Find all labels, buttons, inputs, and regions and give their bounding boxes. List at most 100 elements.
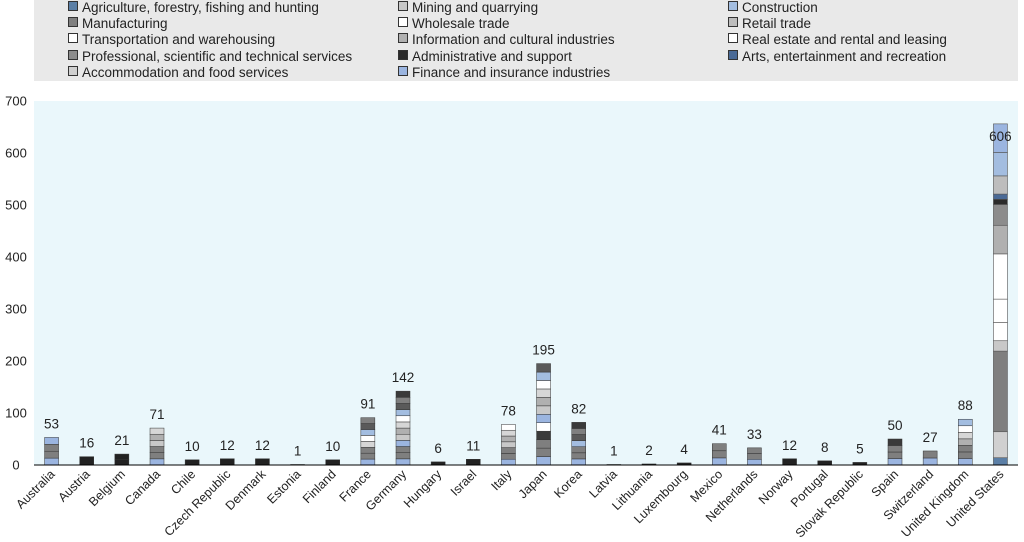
bar-segment — [958, 458, 973, 466]
bar-norway — [782, 458, 797, 466]
bar-segment — [993, 204, 1008, 226]
bar-segment — [360, 429, 376, 436]
bar-segment — [712, 443, 727, 452]
bar-segment — [571, 452, 586, 460]
bar-segment — [993, 350, 1008, 433]
x-tick-label: Chile — [168, 467, 198, 497]
y-tick-label: 500 — [5, 198, 27, 213]
bar-denmark — [255, 458, 270, 466]
legend-label: Real estate and rental and leasing — [742, 32, 947, 48]
bar-total-label: 4 — [680, 442, 688, 457]
plot-area — [34, 101, 1018, 465]
legend-swatch — [68, 17, 78, 28]
bar-segment — [747, 447, 762, 454]
bar-total-label: 21 — [114, 433, 129, 448]
legend-swatch — [398, 1, 408, 11]
bar-segment — [395, 421, 411, 429]
bar-segment — [149, 427, 165, 435]
bar-segment — [325, 459, 340, 466]
bar-total-label: 78 — [501, 403, 516, 418]
y-tick-label: 200 — [5, 354, 27, 369]
bar-segment — [536, 397, 551, 407]
bar-segment — [817, 460, 832, 466]
legend-label: Transportation and warehousing — [82, 32, 276, 48]
x-tick-label: Belgium — [86, 467, 128, 509]
bar-segment — [501, 441, 516, 448]
bar-netherlands — [747, 447, 762, 466]
bar-segment — [501, 424, 516, 431]
bar-united-kingdom — [958, 418, 973, 466]
bar-segment — [44, 457, 59, 466]
bar-segment — [571, 446, 586, 454]
bar-segment — [993, 457, 1008, 466]
y-tick-label: 400 — [5, 250, 27, 265]
bar-segment — [360, 423, 376, 430]
bar-total-label: 5 — [856, 441, 864, 456]
y-tick-label: 300 — [5, 302, 27, 317]
x-tick-label: Korea — [551, 467, 585, 501]
legend-swatch — [68, 33, 78, 44]
bar-austria — [79, 456, 94, 466]
bar-segment — [501, 447, 516, 454]
bar-segment — [993, 340, 1008, 352]
bar-canada — [149, 427, 165, 466]
bar-segment — [958, 445, 973, 453]
x-tick-label: Canada — [122, 467, 163, 508]
bar-segment — [747, 453, 762, 460]
bar-segment — [747, 459, 762, 466]
bar-segment — [501, 429, 516, 437]
bar-segment — [44, 450, 59, 459]
bar-total-label: 88 — [958, 398, 973, 413]
bar-segment — [114, 453, 130, 460]
bar-spain — [887, 438, 903, 466]
bar-segment — [571, 458, 586, 466]
legend-label: Accommodation and food services — [82, 64, 289, 80]
bar-segment — [993, 175, 1008, 195]
bar-italy — [501, 424, 516, 466]
bar-united-states — [993, 123, 1008, 466]
bar-total-label: 12 — [255, 438, 270, 453]
bar-segment — [536, 422, 551, 432]
chart-legend: Agriculture, forestry, fishing and hunti… — [34, 0, 1018, 81]
legend-entry: Manufacturing — [68, 16, 168, 32]
bar-korea — [571, 422, 586, 466]
bar-portugal — [817, 460, 832, 466]
bar-japan — [536, 363, 551, 466]
legend-swatch — [728, 49, 738, 60]
legend-entry: Retail trade — [728, 16, 811, 32]
x-tick-label: Israel — [448, 467, 480, 499]
bar-segment — [79, 456, 94, 466]
bar-total-label: 606 — [989, 129, 1012, 144]
bar-segment — [536, 405, 551, 415]
bar-segment — [149, 440, 165, 447]
bar-segment — [149, 446, 165, 453]
bar-segment — [184, 459, 200, 466]
y-tick-label: 600 — [5, 146, 27, 161]
legend-label: Finance and insurance industries — [412, 64, 611, 80]
bar-total-label: 2 — [645, 443, 653, 458]
bar-segment — [395, 427, 411, 435]
bar-segment — [993, 123, 1008, 153]
legend-label: Administrative and support — [412, 48, 572, 64]
bar-total-label: 16 — [79, 436, 94, 451]
bar-segment — [782, 458, 797, 466]
bar-segment — [712, 450, 727, 459]
x-tick-label: Australia — [13, 467, 57, 511]
bar-segment — [712, 457, 727, 466]
bar-total-label: 6 — [434, 441, 442, 456]
legend-swatch — [398, 49, 408, 60]
bar-segment — [887, 438, 903, 446]
bar-segment — [887, 451, 903, 459]
bar-segment — [501, 453, 516, 460]
bar-israel — [466, 459, 481, 466]
bar-segment — [958, 432, 973, 440]
bar-segment — [571, 440, 586, 447]
x-tick-label: Hungary — [401, 467, 445, 511]
bar-segment — [395, 397, 411, 404]
bar-segment — [536, 447, 551, 457]
bar-segment — [395, 390, 411, 398]
bar-segment — [571, 422, 586, 429]
legend-swatch — [398, 33, 408, 44]
legend-swatch — [398, 17, 408, 28]
legend-label: Construction — [742, 0, 818, 15]
